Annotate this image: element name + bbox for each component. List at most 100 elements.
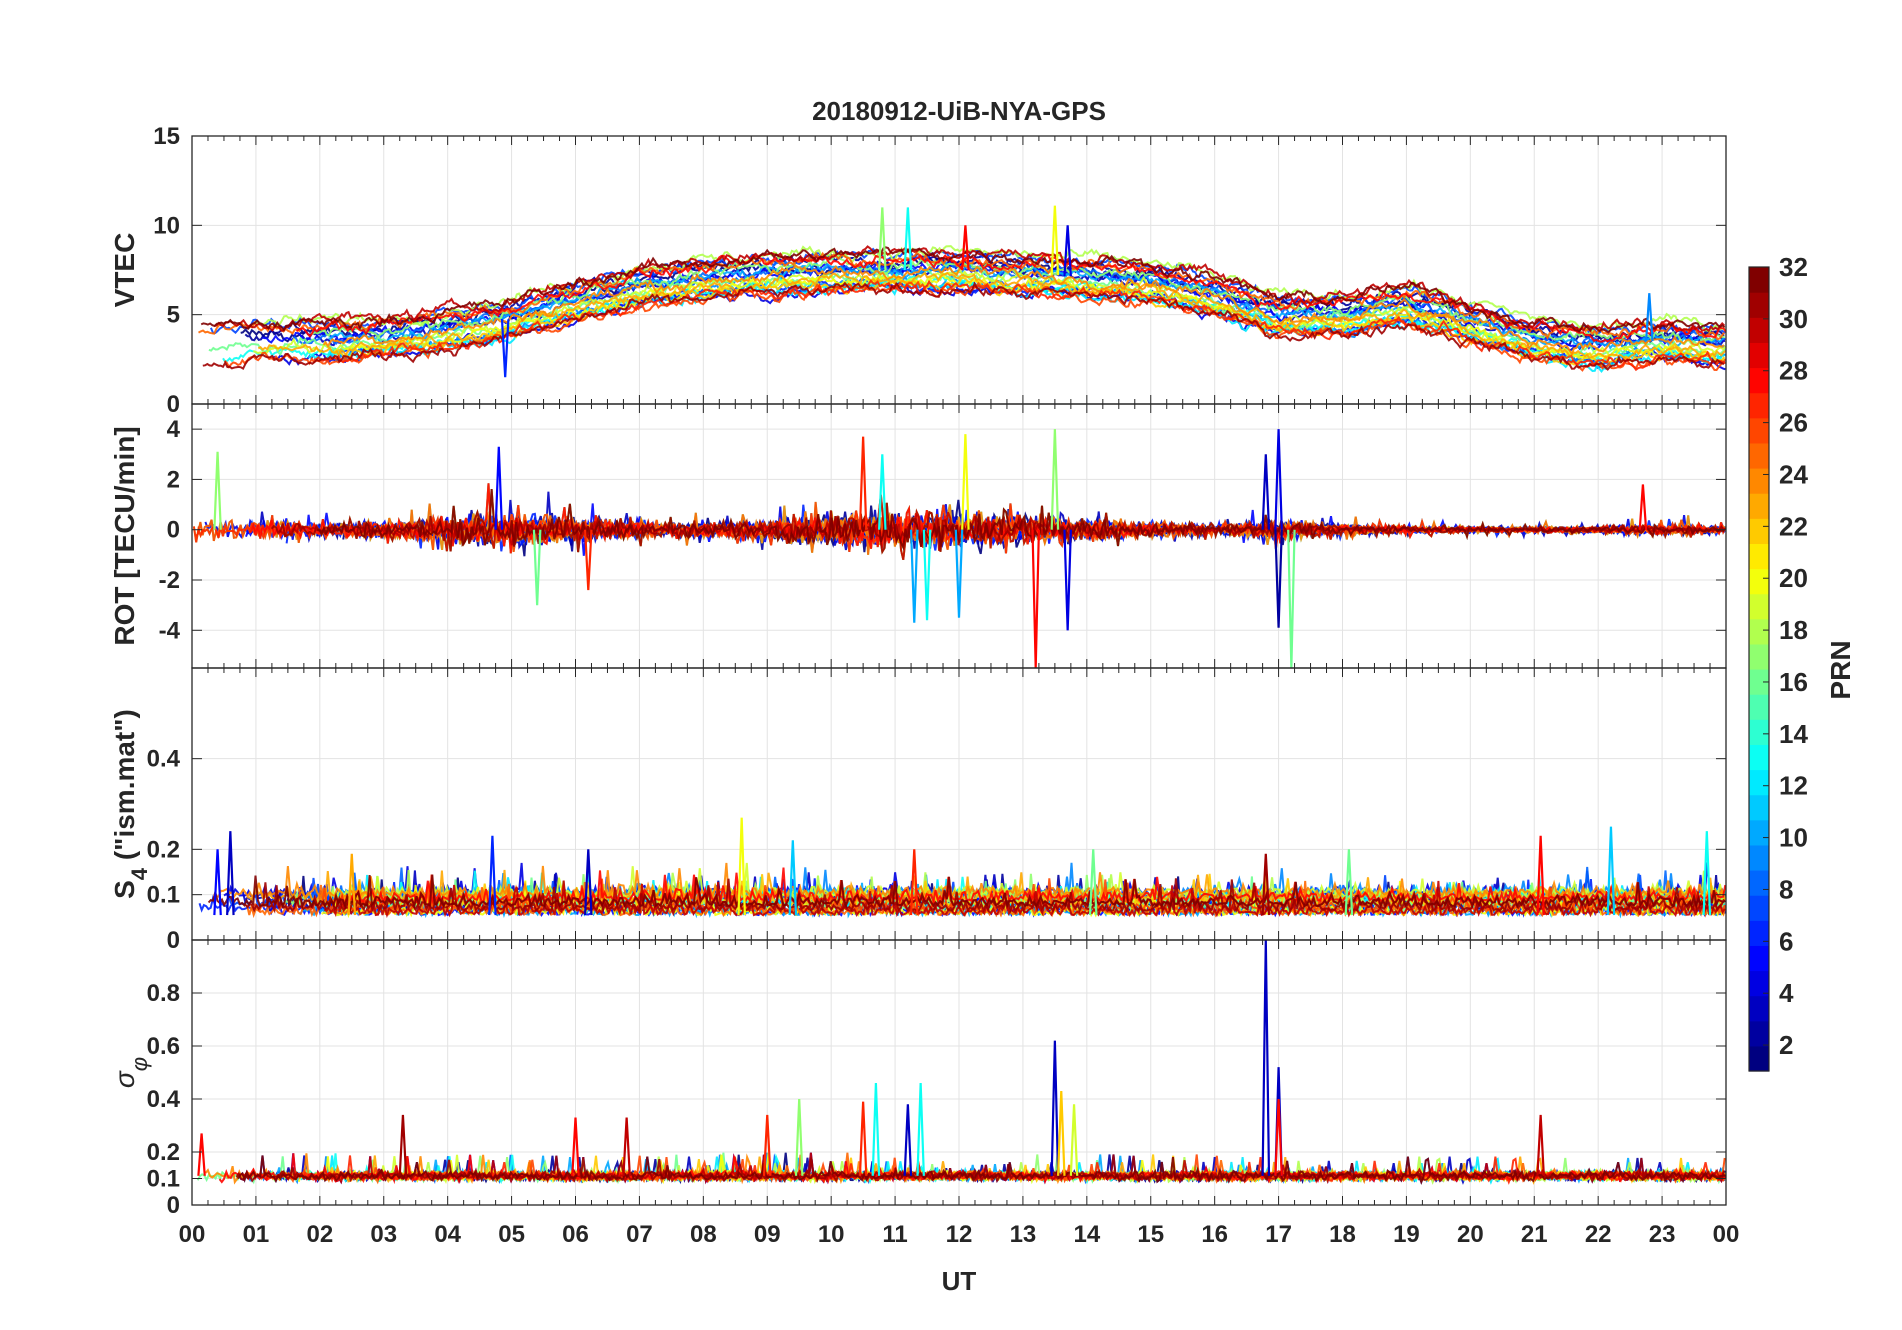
colorbar-tick: 2 bbox=[1779, 1030, 1793, 1060]
xtick-label: 01 bbox=[243, 1221, 270, 1248]
colorbar-label: PRN bbox=[1825, 640, 1856, 699]
ylabel-rot: ROT [TECU/min] bbox=[109, 426, 140, 645]
spike-sigphi-9 bbox=[916, 1083, 925, 1176]
colorbar-segment bbox=[1749, 593, 1769, 620]
spike-vtec-3 bbox=[1050, 205, 1060, 276]
colorbar-segment bbox=[1749, 442, 1769, 469]
ytick-vtec: 0 bbox=[167, 391, 180, 418]
spike-s4-13 bbox=[1702, 831, 1712, 916]
spike-rot-15 bbox=[1274, 529, 1283, 628]
spike-rot-17 bbox=[1638, 484, 1648, 530]
spike-sigphi-0 bbox=[197, 1133, 206, 1176]
spike-rot-12 bbox=[1063, 529, 1072, 631]
ytick-sigphi: 0 bbox=[167, 1192, 180, 1219]
series-prn-25 bbox=[198, 251, 1725, 341]
x-axis: 00 01 02 03 04 05 06 07 08 09 10 11 12 13 14 15 16 17 18 19… bbox=[179, 1221, 1740, 1248]
spike-rot-0 bbox=[213, 451, 222, 530]
ytick-rot: 0 bbox=[167, 517, 180, 544]
colorbar-tick: 28 bbox=[1779, 356, 1808, 386]
colorbar-tick: 20 bbox=[1779, 563, 1808, 593]
colorbar-segment bbox=[1749, 1020, 1769, 1047]
colorbar-segment bbox=[1749, 694, 1769, 720]
colorbar-tick: 8 bbox=[1779, 874, 1793, 904]
colorbar-segment bbox=[1749, 392, 1769, 419]
colorbar-tick: 6 bbox=[1779, 926, 1793, 956]
xtick-label: 11 bbox=[882, 1221, 907, 1248]
series-prn-31 bbox=[244, 878, 1725, 915]
spike-sigphi-16 bbox=[1536, 1114, 1545, 1176]
ytick-sigphi: 0.4 bbox=[147, 1086, 181, 1113]
spike-rot-1 bbox=[494, 446, 504, 530]
spike-s4-6 bbox=[788, 840, 798, 916]
ytick-rot: 4 bbox=[167, 416, 181, 443]
colorbar-segment bbox=[1749, 844, 1769, 871]
colorbar-segment bbox=[1749, 870, 1769, 896]
spike-sigphi-7 bbox=[871, 1083, 881, 1176]
series-prn-10 bbox=[328, 260, 1725, 351]
spike-sigphi-15 bbox=[1274, 1098, 1283, 1176]
xtick-label: 22 bbox=[1585, 1221, 1612, 1248]
panel-sigphi: 00.10.2 0.4 0.6 0.8 σφ bbox=[109, 939, 1727, 1219]
colorbar-segment bbox=[1749, 769, 1769, 796]
series-prn-28 bbox=[295, 253, 1726, 343]
ytick-s4: 0.4 bbox=[147, 746, 181, 773]
colorbar-segment bbox=[1749, 1045, 1769, 1072]
ytick-sigphi: 0.6 bbox=[147, 1033, 180, 1060]
spike-rot-11 bbox=[1050, 429, 1060, 530]
colorbar-tick: 12 bbox=[1779, 771, 1808, 801]
colorbar-segment bbox=[1749, 518, 1769, 544]
ytick-sigphi: 0.2 bbox=[147, 1139, 180, 1166]
colorbar-tick: 22 bbox=[1779, 511, 1808, 541]
xtick-label: 04 bbox=[434, 1221, 461, 1248]
ytick-sigphi: 0.8 bbox=[147, 980, 180, 1007]
ytick-rot: -2 bbox=[159, 567, 180, 594]
spike-vtec-5 bbox=[500, 319, 510, 378]
series-prn-24 bbox=[322, 263, 1725, 356]
ytick-vtec: 5 bbox=[167, 302, 180, 329]
chart-title: 20180912-UiB-NYA-GPS bbox=[812, 96, 1106, 126]
colorbar-segment bbox=[1749, 267, 1769, 293]
spike-rot-2 bbox=[532, 529, 542, 606]
colorbar-tick: 4 bbox=[1779, 978, 1794, 1008]
spike-s4-9 bbox=[1261, 853, 1271, 916]
spike-rot-16 bbox=[1287, 529, 1296, 668]
colorbar-tick: 24 bbox=[1779, 459, 1808, 489]
spike-rot-4 bbox=[858, 436, 868, 530]
xtick-label: 16 bbox=[1201, 1221, 1228, 1248]
spike-s4-4 bbox=[583, 849, 593, 916]
spike-rot-8 bbox=[961, 434, 970, 530]
spike-s4-8 bbox=[1088, 849, 1098, 916]
spike-sigphi-4 bbox=[762, 1114, 772, 1176]
spike-rot-7 bbox=[922, 529, 932, 621]
colorbar-segment bbox=[1749, 819, 1769, 846]
spike-s4-2 bbox=[347, 853, 357, 916]
colorbar-segment bbox=[1749, 543, 1769, 570]
colorbar-tick: 16 bbox=[1779, 667, 1808, 697]
colorbar-segment bbox=[1749, 417, 1769, 444]
spike-s4-10 bbox=[1344, 849, 1354, 916]
spike-s4-11 bbox=[1536, 835, 1545, 916]
spike-rot-14 bbox=[1274, 429, 1283, 530]
colorbar-segment bbox=[1749, 995, 1769, 1022]
series-prn-30 bbox=[323, 880, 1726, 919]
spike-s4-1 bbox=[213, 849, 222, 916]
colorbar-segment bbox=[1749, 618, 1769, 645]
spike-sigphi-12 bbox=[1069, 1104, 1079, 1176]
spike-sigphi-3 bbox=[622, 1117, 631, 1176]
colorbar-segment bbox=[1749, 970, 1769, 997]
xtick-label: 06 bbox=[562, 1221, 589, 1248]
series-prn-32 bbox=[207, 874, 1726, 910]
ytick-vtec: 15 bbox=[153, 123, 180, 150]
xtick-label: 10 bbox=[818, 1221, 845, 1248]
x-axis-label: UT bbox=[942, 1266, 977, 1296]
spike-s4-3 bbox=[488, 835, 497, 916]
spike-rot-13 bbox=[1261, 454, 1271, 530]
colorbar-segment bbox=[1749, 719, 1769, 745]
panel-vtec: 0 5 10 15 VTEC bbox=[109, 123, 1727, 418]
spike-sigphi-1 bbox=[398, 1114, 408, 1176]
spike-vtec-4 bbox=[1063, 225, 1072, 277]
colorbar-tick: 32 bbox=[1779, 252, 1808, 282]
spike-sigphi-6 bbox=[858, 1101, 868, 1176]
colorbar-segment bbox=[1749, 794, 1769, 821]
spike-sigphi-8 bbox=[903, 1104, 913, 1176]
